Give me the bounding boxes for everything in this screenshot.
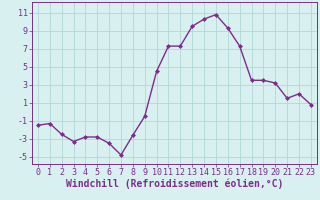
X-axis label: Windchill (Refroidissement éolien,°C): Windchill (Refroidissement éolien,°C) — [66, 179, 283, 189]
